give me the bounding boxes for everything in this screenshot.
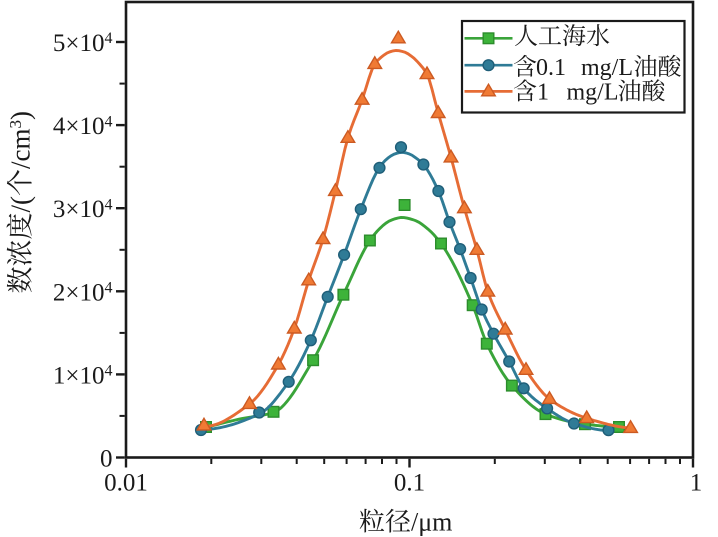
svg-text:1: 1 <box>537 80 549 106</box>
svg-text:0.01: 0.01 <box>104 470 148 497</box>
svg-text:0.1: 0.1 <box>394 470 425 497</box>
svg-text:5×104: 5×104 <box>53 30 113 57</box>
svg-text:mg/L: mg/L <box>567 80 619 106</box>
svg-text:0.1: 0.1 <box>536 55 566 81</box>
svg-text:1×104: 1×104 <box>53 362 113 389</box>
svg-text:2×104: 2×104 <box>53 279 113 306</box>
svg-text:/(: /( <box>6 196 36 213</box>
svg-text:3×104: 3×104 <box>53 196 113 223</box>
svg-text:/μm: /μm <box>411 508 452 537</box>
svg-text:mg/L: mg/L <box>581 55 633 81</box>
svg-text:/cm3): /cm3) <box>6 111 36 169</box>
svg-text:0: 0 <box>100 446 113 473</box>
svg-text:1: 1 <box>690 470 703 497</box>
svg-text:4×104: 4×104 <box>53 113 113 140</box>
